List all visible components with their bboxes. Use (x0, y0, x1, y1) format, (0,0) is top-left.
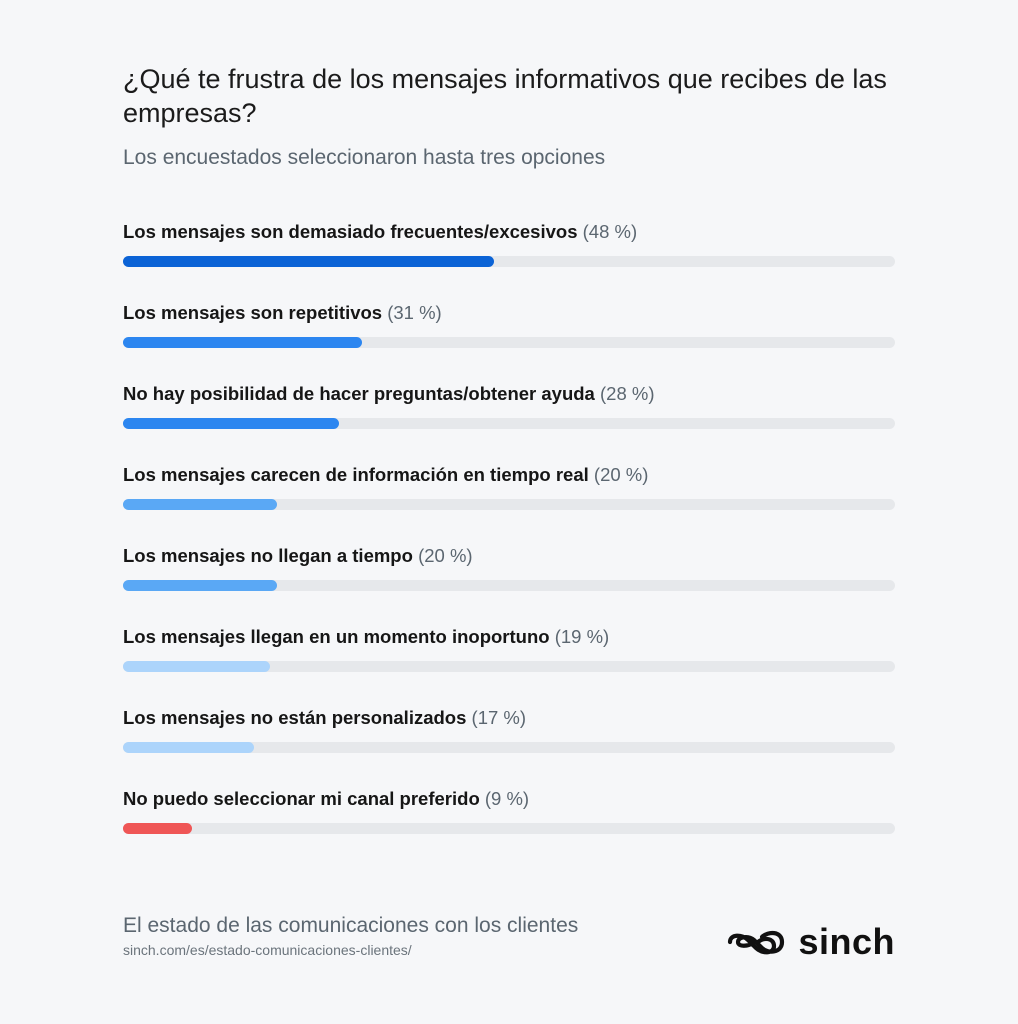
bar-row: Los mensajes carecen de información en t… (123, 462, 895, 543)
bar-track (123, 742, 895, 753)
bar-fill (123, 337, 363, 348)
bar-fill (123, 499, 278, 510)
bar-row: Los mensajes son demasiado frecuentes/ex… (123, 219, 895, 300)
footer-title: El estado de las comunicaciones con los … (123, 914, 579, 937)
bar-label: Los mensajes llegan en un momento inopor… (123, 624, 609, 650)
bar-label: Los mensajes no están personalizados (17… (123, 705, 526, 731)
bar-track (123, 580, 895, 591)
bar-label: Los mensajes no llegan a tiempo (20 %) (123, 543, 473, 569)
chart-title: ¿Qué te frustra de los mensajes informat… (123, 64, 887, 128)
bar-fill (123, 742, 255, 753)
category-label: Los mensajes son demasiado frecuentes/ex… (123, 221, 578, 242)
bar-fill (123, 580, 278, 591)
bar-track (123, 256, 895, 267)
category-label: Los mensajes no están personalizados (123, 707, 467, 728)
infinity-icon (728, 930, 785, 955)
infographic: ¿Qué te frustra de los mensajes informat… (123, 0, 895, 1024)
bar-row: No hay posibilidad de hacer preguntas/ob… (123, 381, 895, 462)
bar-fill (123, 256, 494, 267)
category-label: Los mensajes llegan en un momento inopor… (123, 626, 550, 647)
bar-track (123, 499, 895, 510)
value-label: (28 %) (600, 383, 655, 404)
logo-wordmark: sinch (798, 921, 895, 962)
bar-row: Los mensajes no están personalizados (17… (123, 705, 895, 786)
bar-label: Los mensajes son demasiado frecuentes/ex… (123, 219, 637, 245)
bar-track (123, 337, 895, 348)
bar-row: Los mensajes son repetitivos (31 %) (123, 300, 895, 381)
category-label: No hay posibilidad de hacer preguntas/ob… (123, 383, 595, 404)
bar-label: No puedo seleccionar mi canal preferido … (123, 786, 529, 812)
category-label: Los mensajes son repetitivos (123, 302, 383, 323)
bar-label: No hay posibilidad de hacer preguntas/ob… (123, 381, 655, 407)
bar-chart: Los mensajes son demasiado frecuentes/ex… (123, 219, 895, 867)
bar-fill (123, 661, 270, 672)
footer-url[interactable]: sinch.com/es/estado-comunicaciones-clien… (123, 942, 412, 958)
bar-fill (123, 418, 340, 429)
value-label: (9 %) (484, 788, 530, 809)
value-label: (17 %) (471, 707, 527, 728)
category-label: Los mensajes no llegan a tiempo (123, 545, 413, 566)
value-label: (31 %) (387, 302, 442, 323)
value-label: (20 %) (418, 545, 473, 566)
bar-row: Los mensajes llegan en un momento inopor… (123, 624, 895, 705)
bar-track (123, 823, 895, 834)
value-label: (19 %) (554, 626, 610, 647)
bar-label: Los mensajes carecen de información en t… (123, 462, 648, 488)
value-label: (48 %) (582, 221, 638, 242)
bar-label: Los mensajes son repetitivos (31 %) (123, 300, 442, 326)
bar-row: No puedo seleccionar mi canal preferido … (123, 786, 895, 867)
bar-fill (123, 823, 193, 834)
category-label: Los mensajes carecen de información en t… (123, 464, 589, 485)
bar-row: Los mensajes no llegan a tiempo (20 %) (123, 543, 895, 624)
category-label: No puedo seleccionar mi canal preferido (123, 788, 480, 809)
chart-subtitle: Los encuestados seleccionaron hasta tres… (123, 146, 606, 169)
bar-track (123, 661, 895, 672)
bar-track (123, 418, 895, 429)
value-label: (20 %) (593, 464, 649, 485)
sinch-logo: sinch (724, 922, 895, 962)
